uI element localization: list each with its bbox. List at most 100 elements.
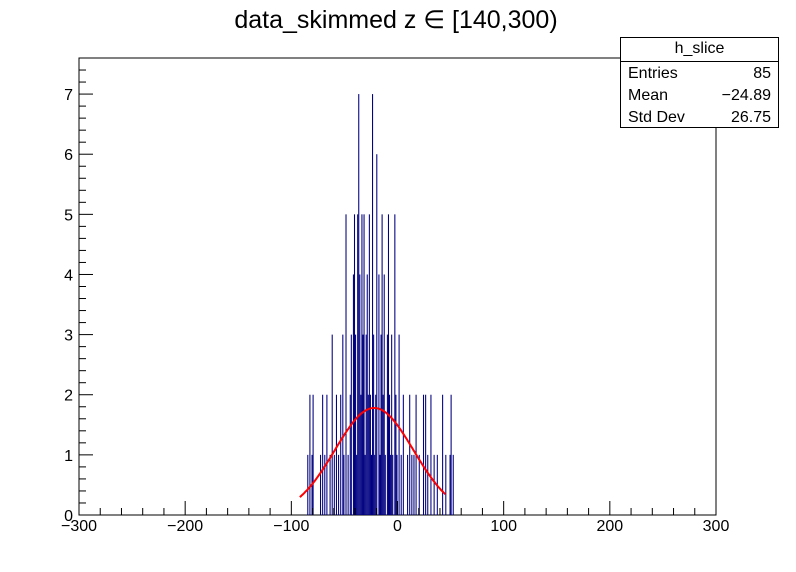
histogram-bar xyxy=(349,394,351,515)
stats-row-mean: Mean −24.89 xyxy=(621,84,778,106)
histogram-bar xyxy=(335,394,337,515)
histogram-bar xyxy=(381,214,383,515)
histogram-bar xyxy=(355,334,357,515)
histogram-bar xyxy=(413,454,415,515)
histogram-bar xyxy=(359,274,361,515)
histogram-bar xyxy=(374,454,376,515)
gaussian-fit-line xyxy=(299,407,446,498)
histogram-bar xyxy=(307,454,309,515)
histogram-bar xyxy=(394,214,396,515)
histogram-bar xyxy=(363,214,365,515)
stats-row-entries: Entries 85 xyxy=(621,62,778,84)
histogram-bar xyxy=(362,334,364,515)
x-tick-label: 0 xyxy=(393,518,402,535)
histogram-bar xyxy=(368,214,370,515)
histogram-bar xyxy=(309,394,311,515)
histogram-bar xyxy=(386,334,388,515)
x-tick-label: 300 xyxy=(703,518,730,535)
histogram-bar xyxy=(395,394,397,515)
stats-value: −24.89 xyxy=(721,87,771,104)
y-tick-label: 1 xyxy=(64,448,73,465)
chart-title: data_skimmed z ∈ [140,300) xyxy=(234,6,557,34)
x-tick-label: −300 xyxy=(61,518,97,535)
histogram-bar xyxy=(347,454,349,515)
histogram-bar xyxy=(369,394,371,515)
histogram-bar xyxy=(442,394,444,515)
stats-label: Mean xyxy=(628,87,669,104)
stats-value: 26.75 xyxy=(730,109,771,126)
x-tick-label: −200 xyxy=(167,518,203,535)
histogram-bar xyxy=(452,454,454,515)
histogram-bar xyxy=(411,454,413,515)
histogram-bar xyxy=(378,274,380,515)
histogram-bar xyxy=(360,394,362,515)
histogram-bar xyxy=(331,334,333,515)
histogram-bar xyxy=(396,454,398,515)
histogram-bar xyxy=(409,394,411,515)
histogram-bar xyxy=(312,394,314,515)
histogram-bar xyxy=(390,454,392,515)
stats-row-stddev: Std Dev 26.75 xyxy=(621,106,778,128)
histogram-bar xyxy=(407,454,409,515)
histogram-bar xyxy=(326,394,328,515)
histogram-bar xyxy=(380,334,382,515)
histogram-bar xyxy=(322,394,324,515)
histogram-bar xyxy=(367,394,369,515)
histogram-bar xyxy=(449,454,451,515)
histogram-bar xyxy=(376,154,378,516)
histogram-bar xyxy=(342,334,344,515)
histogram-bar xyxy=(356,454,358,515)
histogram-bar xyxy=(433,454,435,515)
histogram-bar xyxy=(398,334,400,515)
histogram-bar xyxy=(383,274,385,515)
stats-value: 85 xyxy=(753,65,771,82)
histogram-bar xyxy=(402,394,404,515)
x-axis: −300 −200 −100 0 100 200 300 xyxy=(61,501,729,535)
histogram-bar xyxy=(345,214,347,515)
histogram-bar xyxy=(333,454,335,515)
y-axis: 0 1 2 3 4 5 6 7 xyxy=(64,57,93,525)
histogram-bar xyxy=(391,334,393,515)
x-tick-label: −100 xyxy=(273,518,309,535)
histogram-bars xyxy=(307,94,454,516)
histogram-bar xyxy=(329,454,331,515)
histogram-bar xyxy=(427,454,429,515)
histogram-bar xyxy=(384,454,386,515)
y-tick-label: 4 xyxy=(64,267,73,284)
histogram-bar xyxy=(387,214,390,515)
stats-box: h_slice Entries 85 Mean −24.89 Std Dev 2… xyxy=(620,37,779,128)
y-tick-label: 6 xyxy=(64,147,73,164)
histogram-bar xyxy=(375,394,377,515)
y-tick-label: 3 xyxy=(64,328,73,345)
y-tick-label: 0 xyxy=(64,508,73,525)
histogram-bar xyxy=(364,454,366,515)
histogram-bar xyxy=(430,394,432,515)
stats-title: h_slice xyxy=(621,38,778,62)
histogram-bar xyxy=(365,334,367,515)
histogram-bar xyxy=(445,454,447,515)
histogram-bar xyxy=(319,454,322,515)
histogram-bar xyxy=(357,214,359,515)
stats-label: Std Dev xyxy=(628,109,685,126)
histogram-bar xyxy=(392,454,394,515)
histogram-bar xyxy=(352,274,354,515)
x-tick-label: 100 xyxy=(490,518,517,535)
y-tick-label: 7 xyxy=(64,87,73,104)
histogram-bar xyxy=(372,94,374,515)
histogram-bar xyxy=(389,394,391,515)
histogram-bar xyxy=(379,454,381,515)
histogram-bar xyxy=(373,334,375,515)
y-tick-label: 2 xyxy=(64,388,73,405)
histogram-bar xyxy=(366,274,368,515)
histogram-bar xyxy=(338,454,340,515)
histogram-bar xyxy=(324,454,326,515)
histogram-bar xyxy=(358,94,360,515)
histogram-bar xyxy=(418,454,420,515)
histogram-bar xyxy=(343,454,345,515)
x-tick-label: 200 xyxy=(596,518,623,535)
histogram-bar xyxy=(340,394,342,515)
histogram-bar xyxy=(370,454,373,515)
stats-label: Entries xyxy=(628,65,678,82)
histogram-bar xyxy=(382,394,384,515)
